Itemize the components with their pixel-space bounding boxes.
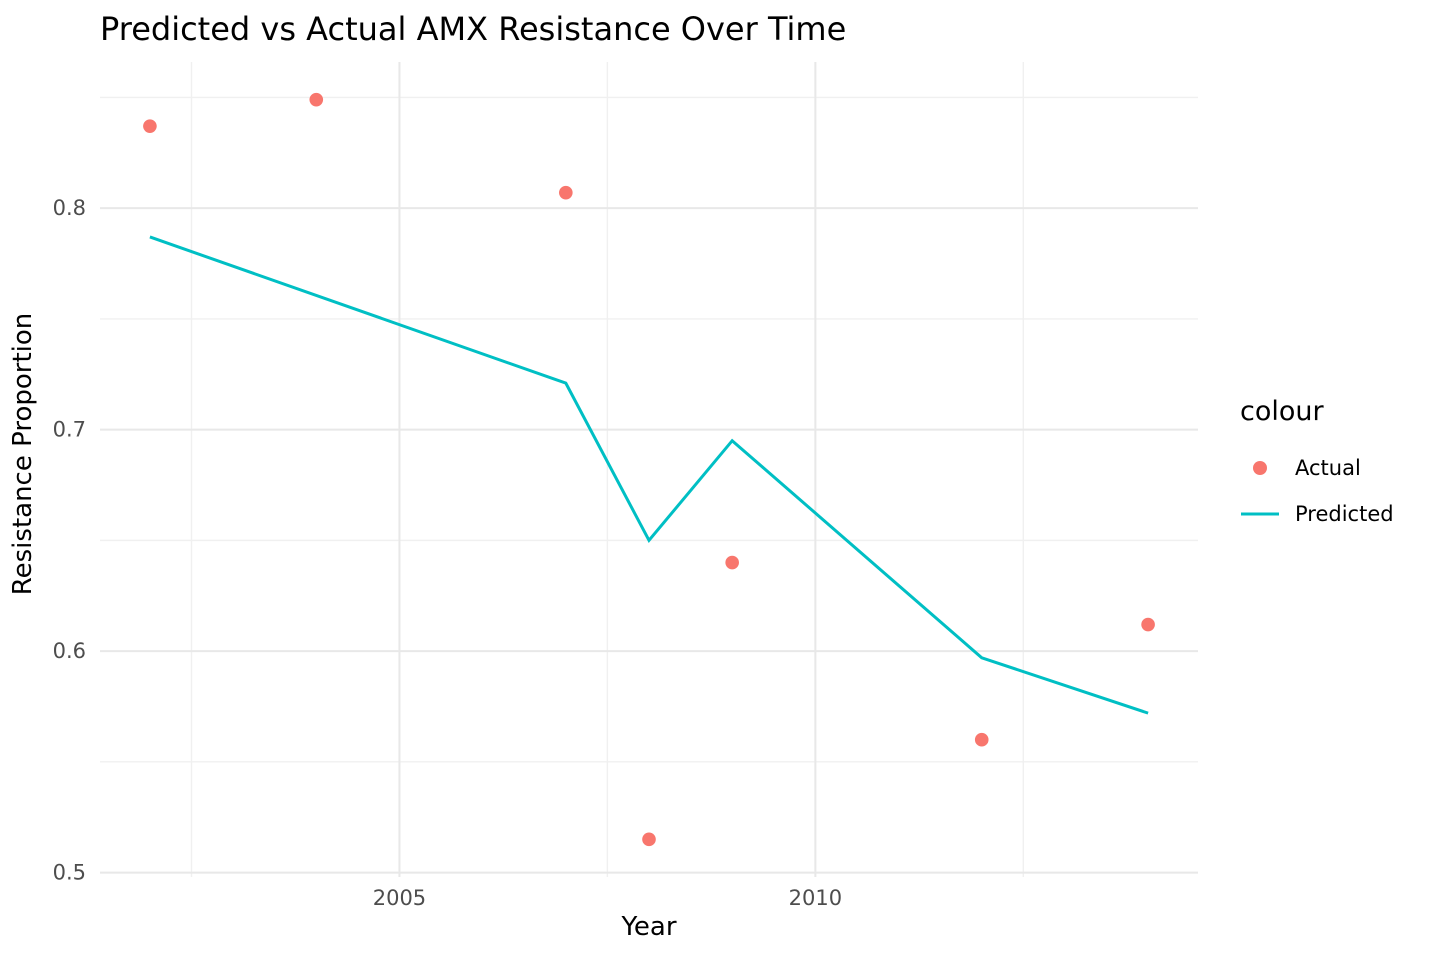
- legend-title: colour: [1240, 396, 1324, 427]
- actual-point: [974, 732, 989, 747]
- chart-title: Predicted vs Actual AMX Resistance Over …: [100, 10, 847, 48]
- legend: colour Actual Predicted: [1240, 396, 1440, 537]
- predicted-line-icon: [1241, 512, 1279, 516]
- actual-point: [309, 92, 324, 107]
- actual-point: [1141, 617, 1155, 632]
- legend-entry-actual: Actual: [1240, 445, 1440, 491]
- legend-label-predicted: Predicted: [1295, 502, 1394, 526]
- actual-point: [725, 555, 739, 570]
- predicted-line: [149, 235, 1149, 715]
- x-axis-title: Year: [621, 912, 677, 942]
- x-tick-label: 2010: [789, 886, 842, 910]
- y-tick-label: 0.5: [53, 861, 86, 885]
- y-tick-label: 0.7: [53, 418, 86, 442]
- actual-point: [642, 832, 656, 847]
- legend-label-actual: Actual: [1295, 456, 1361, 480]
- y-tick-label: 0.6: [53, 639, 86, 663]
- actual-point: [559, 185, 573, 200]
- legend-entry-predicted: Predicted: [1240, 491, 1440, 537]
- actual-point-icon: [1253, 461, 1267, 475]
- y-tick-label: 0.8: [53, 196, 86, 220]
- actual-point: [143, 119, 157, 134]
- y-axis-title-text: Resistance Proportion: [8, 312, 38, 596]
- x-tick-label: 2005: [373, 886, 426, 910]
